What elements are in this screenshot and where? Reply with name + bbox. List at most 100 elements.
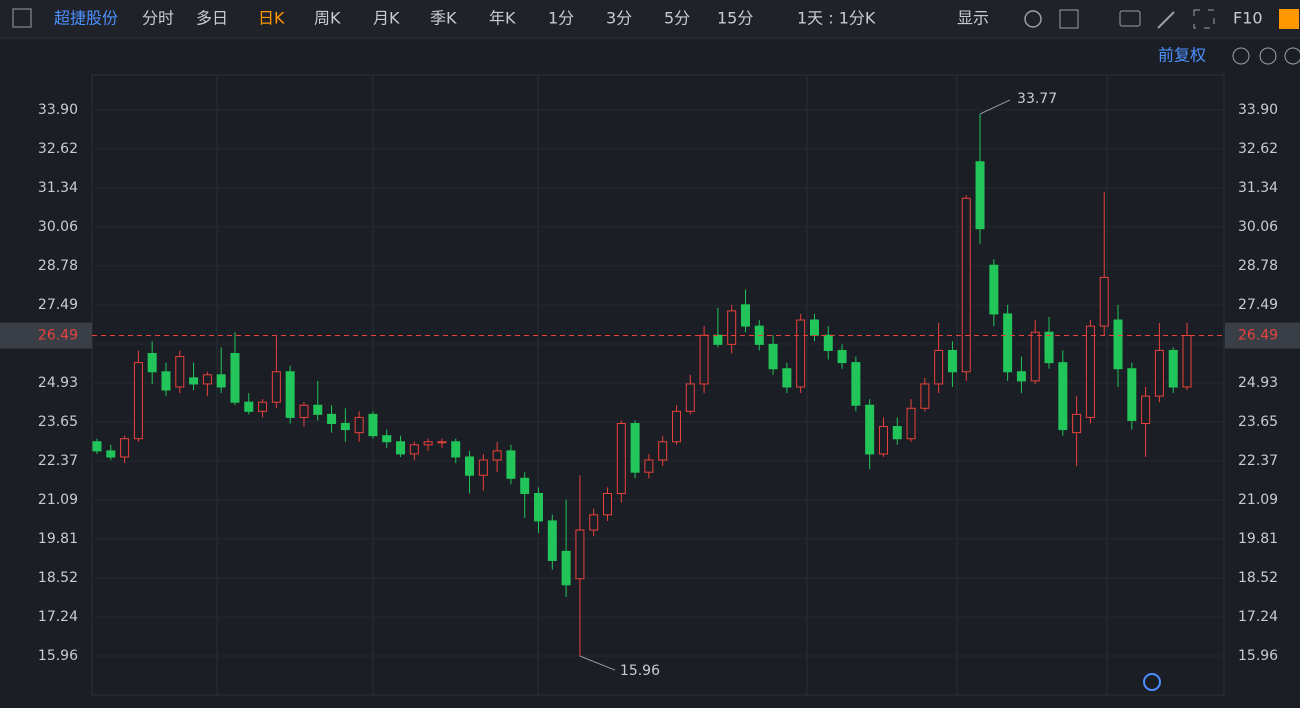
y-tick-label-left: 24.93 (38, 375, 78, 391)
candle-body (782, 368, 792, 388)
y-tick-label-left: 28.78 (38, 258, 78, 274)
y-tick-label-left: 33.90 (38, 102, 78, 118)
candle-body (451, 441, 461, 458)
candle-body (340, 423, 350, 431)
zoom-out-icon[interactable] (1259, 47, 1277, 65)
y-tick-label-right: 19.81 (1238, 531, 1278, 547)
candle-body (796, 319, 806, 388)
zoom-in-icon[interactable] (1284, 47, 1300, 65)
display-menu[interactable]: 显示 (957, 9, 989, 28)
checkbox-icon[interactable] (1059, 9, 1079, 29)
toolbar-tab[interactable]: 3分 (606, 9, 632, 28)
toolbar-tab[interactable]: 日K (258, 9, 285, 28)
last-price-tag-left (0, 322, 92, 349)
y-tick-label-left: 15.96 (38, 648, 78, 664)
candle-body (1016, 371, 1026, 382)
min-annotation: 15.96 (620, 663, 660, 679)
candle-body (1141, 395, 1151, 425)
toolbar-tab[interactable]: 年K (489, 9, 516, 28)
stock-name[interactable]: 超捷股份 (54, 9, 118, 28)
candle-body (1113, 319, 1123, 370)
candle-body (216, 374, 226, 388)
candle-body (506, 450, 516, 479)
toolbar-tab[interactable]: 5分 (664, 9, 690, 28)
y-tick-label-right: 32.62 (1238, 141, 1278, 157)
pen-icon[interactable] (1157, 11, 1175, 29)
candle-body (809, 319, 819, 336)
candle-body (713, 334, 723, 345)
candle-body (671, 410, 681, 443)
candle-body (685, 383, 695, 412)
candle-body (975, 161, 985, 230)
candle-body (837, 349, 847, 364)
candle-body (878, 426, 888, 455)
toolbar-tab[interactable]: 1分 (548, 9, 574, 28)
y-tick-label-left: 27.49 (38, 297, 78, 313)
candle-body (1003, 313, 1013, 373)
candle-body (382, 435, 392, 443)
reset-icon[interactable] (1232, 47, 1250, 65)
settings-icon[interactable] (1024, 10, 1042, 28)
y-tick-label-right: 17.24 (1238, 609, 1278, 625)
candle-body (202, 374, 212, 385)
toolbar-tab[interactable]: 1天 : 1分K (797, 9, 876, 28)
y-tick-label-left: 21.09 (38, 492, 78, 508)
y-tick-label-right: 18.52 (1238, 570, 1278, 586)
candle-body (534, 493, 544, 522)
candle-body (616, 423, 626, 495)
candle-body (175, 356, 185, 388)
candle-body (823, 334, 833, 351)
candle-body (258, 401, 268, 412)
candle-body (768, 343, 778, 370)
adjust-mode[interactable]: 前复权 (1158, 46, 1206, 65)
candle-body (147, 352, 157, 373)
y-tick-label-right: 21.09 (1238, 492, 1278, 508)
candle-body (1085, 325, 1095, 418)
sidebar-toggle[interactable] (12, 8, 32, 28)
toolbar-tab[interactable]: 分时 (142, 9, 174, 28)
candle-body (644, 459, 654, 473)
candle-body (92, 441, 102, 452)
candle-body (465, 456, 475, 476)
y-tick-label-right: 31.34 (1238, 180, 1278, 196)
last-price-tag-right (1225, 322, 1300, 349)
toolbar-tab[interactable]: 15分 (717, 9, 753, 28)
toolbar-tab[interactable]: 周K (314, 9, 341, 28)
side-panel-toggle[interactable] (1279, 9, 1299, 29)
fullscreen-icon[interactable] (1193, 9, 1215, 29)
candle-body (106, 450, 116, 458)
y-tick-label-right: 30.06 (1238, 219, 1278, 235)
plot-frame (91, 74, 1225, 696)
toolbar-tab[interactable]: 季K (430, 9, 457, 28)
candle-body (1154, 349, 1164, 397)
f10-button[interactable]: F10 (1233, 9, 1263, 28)
candle-body (947, 349, 957, 373)
candle-body (1044, 331, 1054, 364)
toolbar-tab[interactable]: 月K (373, 9, 400, 28)
candle-body (699, 334, 709, 385)
locate-button[interactable] (1143, 673, 1161, 691)
y-tick-label-left: 31.34 (38, 180, 78, 196)
candle-body (727, 310, 737, 345)
candle-body (630, 423, 640, 473)
camera-icon[interactable] (1119, 10, 1141, 27)
last-price-label-right: 26.49 (1238, 328, 1278, 344)
candle-body (299, 404, 309, 418)
candle-body (230, 352, 240, 403)
candle-body (285, 371, 295, 418)
candle-body (478, 459, 488, 476)
candle-body (1127, 368, 1137, 421)
y-tick-label-left: 17.24 (38, 609, 78, 625)
last-price-label-left: 26.49 (38, 328, 78, 344)
candle-body (1182, 335, 1192, 388)
candle-body (547, 520, 557, 561)
y-tick-label-right: 23.65 (1238, 414, 1278, 430)
candle-body (865, 404, 875, 455)
toolbar-tab[interactable]: 多日 (196, 9, 228, 28)
candle-body (409, 444, 419, 455)
candle-body (520, 477, 530, 495)
candle-body (740, 304, 750, 327)
y-tick-label-left: 19.81 (38, 531, 78, 547)
